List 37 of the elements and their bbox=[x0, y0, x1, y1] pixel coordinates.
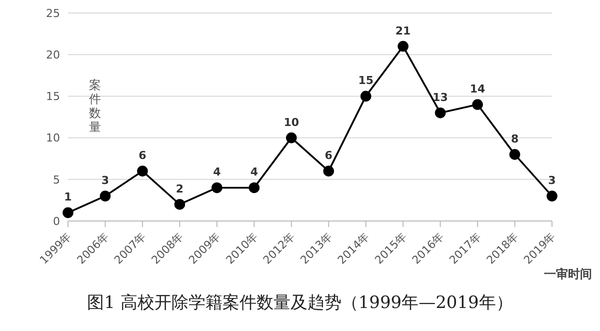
point bbox=[546, 190, 558, 202]
y-tick-label: 0 bbox=[53, 214, 60, 228]
data-label: 8 bbox=[510, 132, 519, 146]
point bbox=[398, 40, 408, 52]
data-label: 4 bbox=[250, 166, 258, 179]
data-label: 4 bbox=[213, 166, 222, 179]
y-tick-label: 5 bbox=[53, 173, 60, 186]
data-label: 6 bbox=[138, 149, 147, 162]
point bbox=[360, 90, 372, 102]
point bbox=[137, 166, 148, 176]
point bbox=[212, 182, 222, 194]
point bbox=[434, 107, 446, 118]
data-label: 15 bbox=[358, 74, 374, 88]
y-tick-label: 10 bbox=[46, 132, 60, 145]
text: 图1 高校开除学籍案件数量及趋势（1999年—2019年） bbox=[86, 292, 514, 314]
point bbox=[509, 149, 520, 160]
y-tick-label: 25 bbox=[46, 6, 60, 20]
data-label: 10 bbox=[284, 116, 300, 129]
data-label: 13 bbox=[432, 90, 448, 104]
point bbox=[323, 166, 334, 176]
data-label: 3 bbox=[548, 174, 556, 188]
data-label: 1 bbox=[64, 190, 72, 204]
point bbox=[248, 182, 260, 194]
y-axis-title: 案件数量 bbox=[88, 78, 102, 134]
data-label: 14 bbox=[470, 82, 486, 96]
x-axis-title: 一审时间 bbox=[544, 266, 592, 283]
point bbox=[472, 99, 483, 110]
y-tick-label: 15 bbox=[46, 90, 60, 104]
point bbox=[286, 132, 297, 144]
data-label: 21 bbox=[395, 24, 411, 38]
data-label: 2 bbox=[176, 182, 184, 196]
y-tick-label: 20 bbox=[46, 48, 60, 62]
point bbox=[174, 198, 186, 210]
data-label: 6 bbox=[324, 149, 333, 162]
point bbox=[62, 207, 74, 218]
data-label: 3 bbox=[101, 174, 110, 188]
point bbox=[100, 190, 111, 202]
